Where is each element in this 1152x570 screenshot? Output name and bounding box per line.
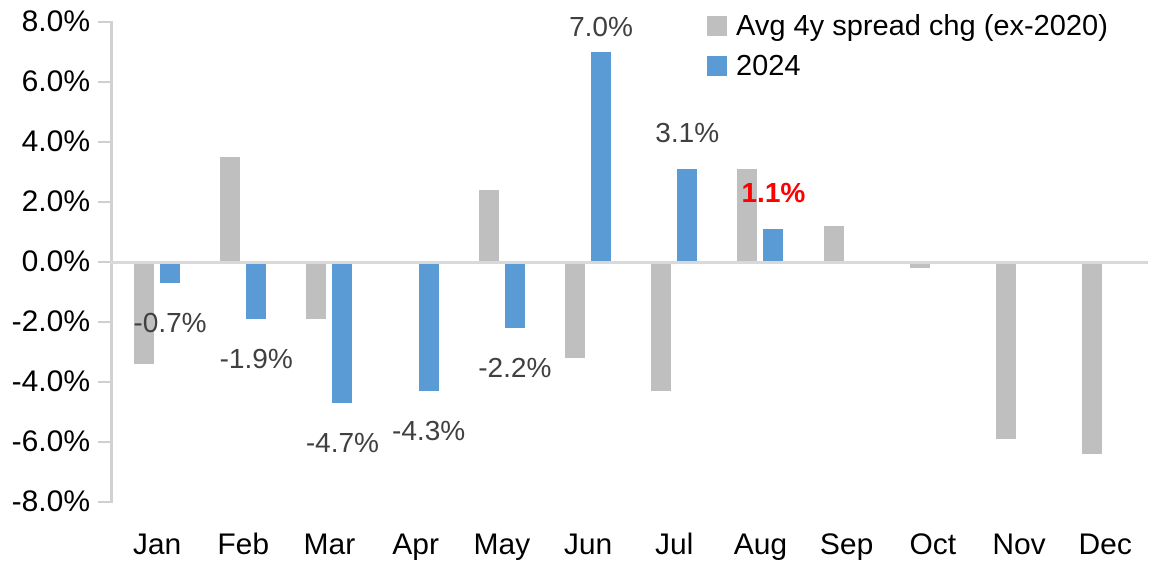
legend-label-avg-4y-spread: Avg 4y spread chg (ex-2020) — [736, 9, 1108, 42]
x-axis-label-aug: Aug — [733, 528, 788, 561]
y-axis-label: -6.0% — [11, 425, 90, 458]
legend-label-2024: 2024 — [736, 49, 801, 82]
x-axis-label-nov: Nov — [992, 528, 1046, 561]
y-axis-tick — [98, 501, 110, 503]
x-axis-label-sep: Sep — [819, 528, 874, 561]
x-axis-label-jan: Jan — [132, 528, 182, 561]
legend-swatch-avg-4y-spread — [707, 16, 727, 36]
bar-2024-feb — [246, 262, 267, 319]
bar-avg-jun — [565, 262, 585, 358]
bar-2024-jul — [677, 169, 698, 262]
y-axis-tick — [98, 441, 110, 443]
data-label-jul: 3.1% — [655, 117, 720, 148]
y-axis-label: -2.0% — [11, 305, 90, 338]
data-label-feb: -1.9% — [219, 343, 293, 374]
y-axis-label: 0.0% — [21, 245, 90, 278]
y-axis-tick — [98, 261, 110, 263]
bar-avg-dec — [1082, 262, 1103, 454]
y-axis-tick — [98, 201, 110, 203]
data-label-aug: 1.1% — [741, 177, 806, 208]
x-axis-label-may: May — [473, 528, 531, 561]
bar-avg-feb — [220, 157, 241, 262]
bar-2024-apr — [418, 262, 439, 391]
y-axis-label: -4.0% — [11, 365, 90, 398]
y-axis-tick — [98, 81, 110, 83]
bar-avg-nov — [996, 262, 1016, 439]
x-axis-label-apr: Apr — [392, 528, 439, 561]
x-axis-label-dec: Dec — [1078, 528, 1132, 561]
y-axis-tick — [98, 141, 110, 143]
legend-item-avg-4y-spread: Avg 4y spread chg (ex-2020) — [707, 10, 1108, 42]
data-label-mar: -4.7% — [305, 427, 379, 458]
bar-2024-may — [504, 262, 525, 328]
bar-avg-jul — [651, 262, 672, 391]
bar-2024-mar — [332, 262, 353, 403]
x-axis-label-feb: Feb — [217, 528, 270, 561]
data-label-apr: -4.3% — [392, 415, 466, 446]
x-axis-label-oct: Oct — [909, 528, 957, 561]
bar-avg-jan — [134, 262, 154, 364]
data-label-may: -2.2% — [478, 352, 552, 383]
y-axis-label: 6.0% — [21, 65, 90, 98]
x-axis-label-jun: Jun — [563, 528, 613, 561]
y-axis-label: 8.0% — [21, 5, 90, 38]
x-axis-label-mar: Mar — [303, 528, 356, 561]
chart-legend: Avg 4y spread chg (ex-2020) 2024 — [707, 10, 1108, 82]
bar-2024-jun — [591, 52, 611, 262]
legend-item-2024: 2024 — [707, 50, 1108, 82]
zero-axis-line — [110, 261, 1148, 264]
bar-avg-may — [478, 190, 499, 262]
y-axis-label: 2.0% — [21, 185, 90, 218]
bar-avg-mar — [306, 262, 327, 319]
y-axis-label: -8.0% — [11, 485, 90, 518]
y-axis-label: 4.0% — [21, 125, 90, 158]
bar-2024-aug — [763, 229, 784, 262]
bar-avg-sep — [823, 226, 844, 262]
data-label-jan: -0.7% — [133, 307, 207, 338]
y-axis-tick — [98, 381, 110, 383]
x-axis-label-jul: Jul — [655, 528, 694, 561]
y-axis-tick — [98, 21, 110, 23]
y-axis-tick — [98, 321, 110, 323]
bar-avg-aug — [737, 169, 758, 262]
bar-avg-oct — [909, 262, 930, 268]
legend-swatch-2024 — [707, 56, 727, 76]
data-label-jun: 7.0% — [569, 11, 633, 42]
bar-2024-jan — [160, 262, 180, 283]
